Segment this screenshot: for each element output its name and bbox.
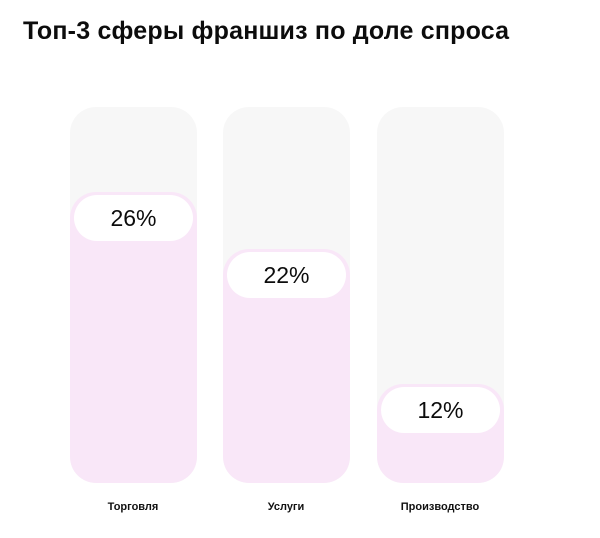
bar-fill: 12% [377,384,504,483]
bar-fill: 26% [70,192,197,483]
value-label: 12% [381,387,500,433]
bar-proizvodstvo: 12% [377,107,504,483]
bar-uslugi: 22% [223,107,350,483]
bar-fill: 22% [223,249,350,483]
category-label: Торговля [107,501,159,513]
value-label: 22% [227,252,346,298]
category-label: Производство [400,501,480,513]
category-label: Услуги [267,501,305,513]
bar-torgovlya: 26% [70,107,197,483]
value-label: 26% [74,195,193,241]
chart-title: Топ-3 сферы франшиз по доле спроса [23,17,510,45]
